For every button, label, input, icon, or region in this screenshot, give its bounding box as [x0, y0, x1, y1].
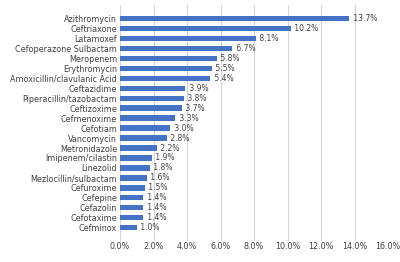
- Bar: [120, 225, 137, 230]
- Text: 1.6%: 1.6%: [148, 173, 170, 182]
- Text: 13.7%: 13.7%: [351, 14, 377, 23]
- Text: 3.3%: 3.3%: [177, 114, 198, 123]
- Text: 3.9%: 3.9%: [187, 84, 208, 93]
- Text: 5.4%: 5.4%: [212, 74, 234, 83]
- Text: 1.0%: 1.0%: [138, 223, 160, 232]
- Bar: [120, 155, 152, 161]
- Text: 3.8%: 3.8%: [185, 94, 206, 103]
- Bar: [120, 116, 175, 121]
- Bar: [120, 16, 350, 21]
- Bar: [120, 76, 210, 81]
- Text: 10.2%: 10.2%: [292, 24, 318, 33]
- Text: 2.2%: 2.2%: [158, 144, 180, 152]
- Bar: [120, 56, 217, 61]
- Text: 3.7%: 3.7%: [183, 104, 205, 113]
- Text: 1.5%: 1.5%: [146, 183, 168, 192]
- Text: 8.1%: 8.1%: [257, 34, 278, 43]
- Bar: [120, 66, 212, 71]
- Bar: [120, 165, 150, 171]
- Text: 2.8%: 2.8%: [168, 134, 190, 143]
- Text: 1.8%: 1.8%: [152, 163, 173, 172]
- Bar: [120, 215, 144, 220]
- Bar: [120, 96, 184, 101]
- Bar: [120, 135, 167, 141]
- Text: 5.5%: 5.5%: [214, 64, 235, 73]
- Text: 1.4%: 1.4%: [145, 213, 166, 222]
- Bar: [120, 36, 256, 41]
- Bar: [120, 175, 147, 181]
- Bar: [120, 185, 145, 190]
- Bar: [120, 26, 291, 31]
- Text: 1.9%: 1.9%: [153, 154, 175, 162]
- Bar: [120, 205, 144, 210]
- Bar: [120, 145, 157, 151]
- Bar: [120, 125, 170, 131]
- Bar: [120, 106, 182, 111]
- Text: 5.8%: 5.8%: [218, 54, 240, 63]
- Bar: [120, 195, 144, 200]
- Text: 1.4%: 1.4%: [145, 193, 166, 202]
- Bar: [120, 86, 185, 91]
- Text: 1.4%: 1.4%: [145, 203, 166, 212]
- Bar: [120, 46, 232, 51]
- Text: 6.7%: 6.7%: [234, 44, 255, 53]
- Text: 3.0%: 3.0%: [172, 124, 193, 133]
